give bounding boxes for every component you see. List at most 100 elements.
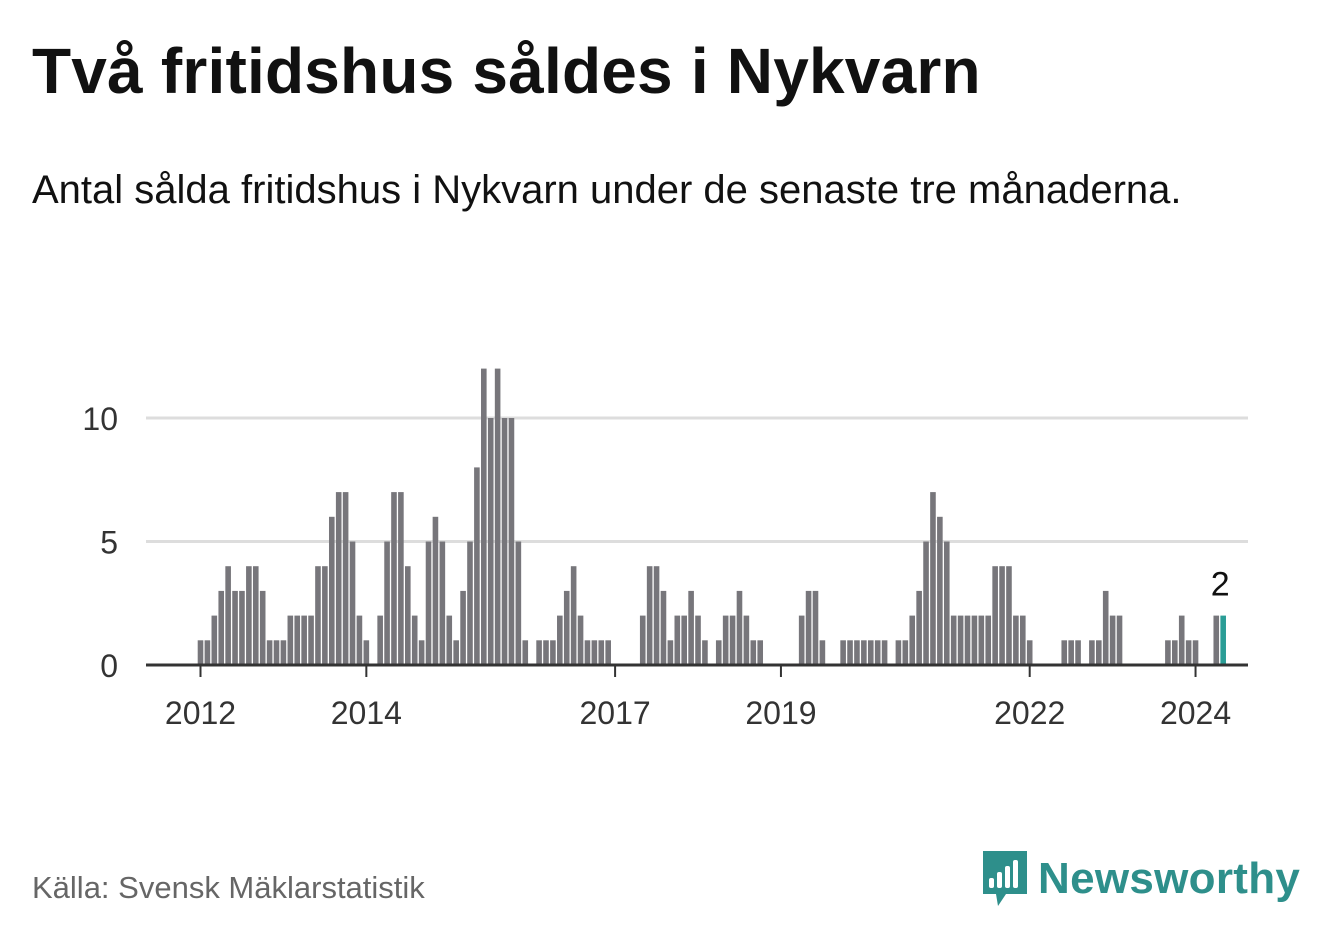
x-tick-label: 2014 [331, 695, 402, 731]
bar [1019, 615, 1026, 665]
newsworthy-logo-text: Newsworthy [1038, 854, 1301, 903]
x-tick-label: 2024 [1160, 695, 1231, 731]
newsworthy-logo: Newsworthy [980, 848, 1300, 910]
bar [1172, 640, 1178, 665]
bar [923, 541, 929, 665]
bar [543, 640, 549, 665]
bar [308, 615, 314, 665]
bar [1116, 615, 1123, 665]
bar [964, 615, 971, 665]
bar [515, 541, 522, 665]
bar [639, 615, 646, 665]
bar [550, 640, 556, 665]
bar [819, 640, 826, 665]
bar [722, 615, 729, 665]
bar [902, 640, 909, 665]
chart-title: Två fritidshus såldes i Nykvarn [32, 35, 981, 107]
bar [715, 640, 722, 665]
bar [937, 516, 943, 665]
bar [342, 492, 349, 665]
bar [1192, 640, 1199, 665]
bar [950, 615, 957, 665]
bar [294, 615, 301, 665]
x-tick-label: 2012 [165, 695, 236, 731]
bar [481, 368, 487, 665]
bar [681, 615, 687, 665]
bar [536, 640, 542, 665]
bar [453, 640, 459, 665]
bar [577, 615, 584, 665]
bar [909, 615, 916, 665]
bar [218, 590, 225, 665]
bar [874, 640, 881, 665]
bar [508, 418, 515, 665]
bar [446, 615, 453, 665]
bar [487, 418, 494, 665]
bar [812, 590, 819, 665]
bar [867, 640, 874, 665]
bar [1026, 640, 1033, 665]
bar [563, 590, 570, 665]
bar [584, 640, 591, 665]
bar [287, 615, 294, 665]
x-tick-label: 2017 [580, 695, 651, 731]
x-tick-label: 2022 [994, 695, 1065, 731]
bar-highlight [1220, 615, 1226, 665]
bar [1102, 590, 1109, 665]
bar [363, 640, 370, 665]
bar [992, 566, 998, 665]
bar [197, 640, 204, 665]
y-tick-label: 10 [82, 401, 118, 437]
bar [252, 566, 259, 665]
bar [1068, 640, 1074, 665]
bar [660, 590, 667, 665]
bar [798, 615, 805, 665]
bar [729, 615, 736, 665]
y-tick-label: 5 [100, 525, 118, 561]
bar [591, 640, 598, 665]
bar [522, 640, 529, 665]
bar [930, 492, 936, 665]
bar [1075, 640, 1081, 665]
bar [688, 590, 694, 665]
bar [349, 541, 356, 665]
bar [266, 640, 273, 665]
bar [702, 640, 708, 665]
bar [1165, 640, 1171, 665]
bar [895, 640, 902, 665]
bar [356, 615, 363, 665]
bar [985, 615, 992, 665]
highlight-data-label: 2 [1211, 566, 1230, 604]
bar [881, 640, 888, 665]
bar [232, 590, 238, 665]
bar [377, 615, 383, 665]
bar [840, 640, 846, 665]
bar [971, 615, 978, 665]
bar [1061, 640, 1068, 665]
bar [211, 615, 218, 665]
bar [557, 615, 563, 665]
bar [854, 640, 860, 665]
bar [1006, 566, 1012, 665]
chart-subtitle: Antal sålda fritidshus i Nykvarn under d… [32, 168, 1182, 212]
bar [398, 492, 404, 665]
bar [916, 590, 922, 665]
bar [1178, 615, 1185, 665]
bar [280, 640, 287, 665]
bar [1213, 615, 1220, 665]
bar [570, 566, 577, 665]
bar [391, 492, 397, 665]
bar [467, 541, 473, 665]
bar [667, 640, 674, 665]
bar [432, 516, 439, 665]
bar [384, 541, 390, 665]
bar [646, 566, 653, 665]
bar [418, 640, 425, 665]
bar [847, 640, 853, 665]
bar [273, 640, 280, 665]
bar [1096, 640, 1102, 665]
source-note: Källa: Svensk Mäklarstatistik [32, 870, 425, 905]
bar [460, 590, 466, 665]
bar [411, 615, 418, 665]
